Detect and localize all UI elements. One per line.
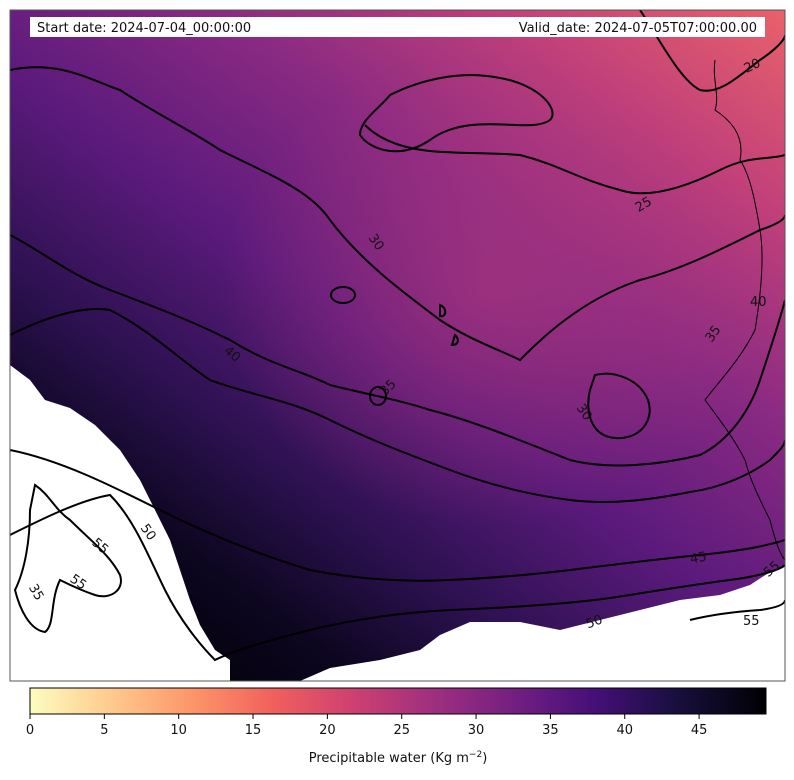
colorbar-label: Precipitable water (Kg m−2) [309,750,488,766]
contour-label-35c: 35 [25,582,46,604]
header-strip [30,17,765,37]
colorbar-ticks: 0 5 10 15 20 25 30 35 40 45 [26,714,708,738]
valid-date-label: Valid_date: 2024-07-05T07:00:00.00 [519,21,757,36]
contour-label-group: 20 25 30 30 35 35 35 40 40 45 50 50 55 5… [25,56,783,632]
contour-label-50b: 50 [584,612,605,632]
colorbar-tick-label: 15 [245,723,262,738]
colorbar-tick-label: 0 [26,723,34,738]
nodata-region-southwest [10,365,230,681]
contour-lines [10,10,785,662]
colorbar-tick-label: 25 [393,723,410,738]
contour-20 [639,10,785,92]
contour-55-east [689,599,785,621]
contour-label-20: 20 [742,56,763,77]
contour-55 [13,483,122,634]
contour-40 [10,308,785,503]
colorbar-gradient [29,687,767,715]
contour-50 [10,493,785,662]
colorbar-tick-label: 10 [170,723,187,738]
colorbar-tick-label: 45 [691,723,708,738]
colorbar-tick-label: 5 [100,723,108,738]
colorbar: 0 5 10 15 20 25 30 35 40 45 Precipitable water (K… [26,687,767,766]
nodata-region-south [300,565,785,681]
coastline [704,59,785,561]
map-plot-area: 20 25 30 30 35 35 35 40 40 45 50 50 55 5… [10,10,785,681]
contour-label-45: 45 [689,550,708,568]
colorbar-tick-label: 20 [319,723,336,738]
contour-45 [10,449,785,582]
contour-35 [10,234,785,467]
contour-30 [10,66,785,362]
contour-label-25: 25 [633,194,655,215]
map-frame [9,9,786,682]
colorbar-tick-label: 30 [468,723,485,738]
contour-30-island [587,372,651,440]
colorbar-tick-label: 35 [542,723,559,738]
contour-25 [358,74,554,153]
contour-label-40b: 40 [750,295,767,310]
start-date-label: Start date: 2024-07-04_00:00:00 [37,21,251,36]
contour-25b [364,124,785,195]
colorbar-tick-label: 40 [616,723,633,738]
contour-label-55c: 55 [743,614,760,629]
